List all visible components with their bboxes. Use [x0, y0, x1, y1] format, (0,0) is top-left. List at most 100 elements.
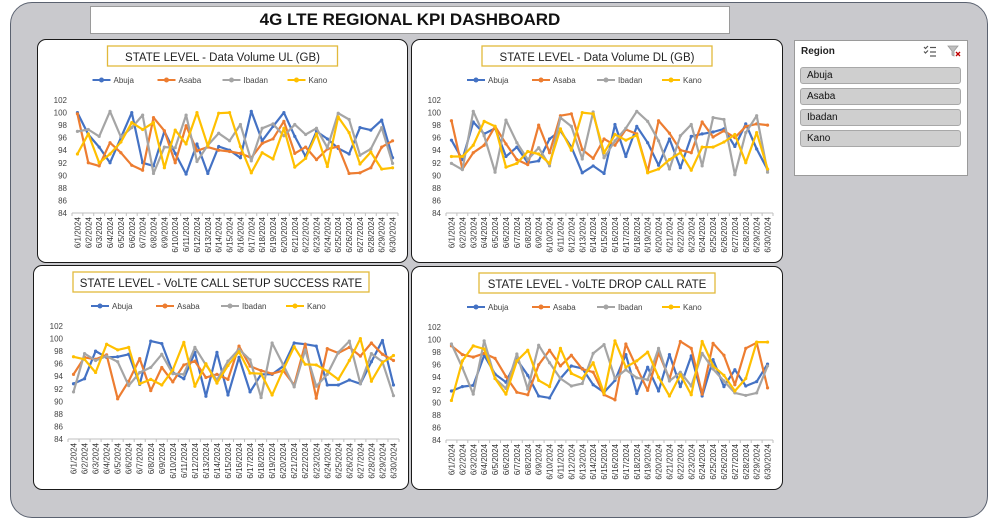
data-point: [613, 376, 617, 381]
slicer-item-asaba[interactable]: Asaba: [800, 88, 961, 105]
data-point: [722, 379, 726, 383]
data-point: [678, 370, 682, 374]
x-tick-label: 6/20/2024: [279, 442, 288, 478]
data-point: [711, 115, 715, 120]
legend-item-abuja[interactable]: Abuja: [91, 302, 133, 311]
multi-select-icon[interactable]: [923, 45, 937, 57]
x-tick-label: 6/18/2024: [633, 216, 642, 252]
data-point: [237, 355, 241, 359]
legend-item-kano[interactable]: Kano: [662, 76, 702, 85]
legend-label: Abuja: [114, 76, 135, 85]
data-point: [646, 119, 650, 123]
data-point: [547, 385, 552, 389]
data-point: [482, 347, 486, 351]
data-point: [86, 161, 90, 165]
legend-item-asaba[interactable]: Asaba: [156, 302, 200, 311]
data-point: [116, 355, 120, 359]
region-slicer[interactable]: Region Abuja Asaba Ibadan Kano: [794, 40, 968, 176]
chart-panel-dl-volume[interactable]: STATE LEVEL - Data Volume DL (GB) Abuja As…: [411, 39, 783, 263]
data-point: [391, 358, 396, 363]
y-tick-label: 90: [58, 171, 67, 180]
data-point: [380, 352, 385, 356]
x-tick-label: 6/13/2024: [578, 216, 587, 252]
legend-item-ibadan[interactable]: Ibadan: [222, 76, 268, 85]
data-point: [526, 373, 530, 377]
data-point: [646, 365, 650, 369]
data-point: [678, 373, 682, 377]
data-point: [711, 145, 715, 149]
clear-filter-icon[interactable]: [947, 45, 961, 57]
data-point: [303, 348, 307, 352]
x-tick-label: 6/12/2024: [191, 442, 200, 478]
data-point: [149, 365, 153, 370]
legend-item-ibadan[interactable]: Ibadan: [597, 303, 642, 312]
series-ibadan: [449, 339, 770, 398]
data-point: [613, 132, 617, 137]
data-point: [744, 131, 748, 135]
data-point: [689, 168, 693, 172]
x-tick-label: 6/25/2024: [709, 443, 718, 479]
x-tick-label: 6/7/2024: [136, 442, 145, 474]
legend-item-abuja[interactable]: Abuja: [92, 76, 135, 85]
x-tick-label: 6/28/2024: [367, 216, 376, 252]
data-point: [744, 122, 748, 126]
legend-item-kano[interactable]: Kano: [287, 76, 328, 85]
data-point: [711, 341, 715, 345]
data-point: [304, 145, 308, 149]
data-point: [733, 368, 737, 372]
data-point: [678, 339, 682, 344]
legend-label: Abuja: [112, 302, 133, 311]
y-tick-label: 92: [432, 159, 441, 168]
data-point: [602, 156, 606, 160]
legend-item-asaba[interactable]: Asaba: [532, 76, 576, 85]
data-point: [569, 371, 573, 376]
data-point: [149, 339, 153, 343]
legend-item-abuja[interactable]: Abuja: [467, 76, 509, 85]
data-point: [569, 148, 573, 152]
legend-item-kano[interactable]: Kano: [286, 302, 326, 311]
data-point: [226, 359, 230, 363]
data-point: [765, 123, 770, 127]
data-point: [151, 121, 156, 125]
data-point: [635, 133, 639, 137]
data-point: [108, 161, 112, 165]
data-point: [293, 122, 297, 127]
data-point: [580, 376, 584, 381]
x-tick-label: 6/27/2024: [356, 442, 365, 478]
slicer-item-kano[interactable]: Kano: [800, 130, 961, 147]
slicer-item-abuja[interactable]: Abuja: [800, 67, 961, 84]
x-tick-label: 6/3/2024: [469, 216, 478, 248]
legend-item-asaba[interactable]: Asaba: [157, 76, 202, 85]
data-point: [325, 146, 329, 150]
legend-item-abuja[interactable]: Abuja: [467, 303, 509, 312]
chart-panel-volte-dcr[interactable]: STATE LEVEL - VoLTE DROP CALL RATE Abuja A…: [411, 266, 783, 490]
data-point: [591, 370, 595, 374]
y-tick-label: 94: [58, 146, 67, 155]
data-point: [482, 134, 486, 138]
series-kano: [71, 336, 396, 397]
data-point: [646, 388, 650, 393]
y-tick-label: 96: [58, 134, 67, 143]
chart-panel-ul-volume[interactable]: STATE LEVEL - Data Volume UL (GB) Abuja As…: [37, 39, 408, 263]
chart-panel-volte-cssr[interactable]: STATE LEVEL - VoLTE CALL SETUP SUCCESS R…: [33, 265, 409, 490]
y-tick-label: 102: [50, 322, 64, 331]
legend-item-ibadan[interactable]: Ibadan: [597, 76, 642, 85]
x-tick-label: 6/12/2024: [567, 443, 576, 479]
legend-label: Ibadan: [618, 303, 642, 312]
chart-title-box: [106, 45, 339, 67]
x-tick-label: 6/10/2024: [169, 442, 178, 478]
data-point: [215, 372, 219, 376]
x-tick-label: 6/4/2024: [480, 443, 489, 475]
data-point: [217, 131, 221, 135]
data-point: [504, 154, 508, 159]
x-tick-label: 6/3/2024: [92, 442, 101, 474]
data-point: [460, 353, 464, 357]
series-kano: [449, 339, 770, 403]
data-point: [227, 149, 232, 154]
legend-item-asaba[interactable]: Asaba: [532, 303, 576, 312]
slicer-item-ibadan[interactable]: Ibadan: [800, 109, 961, 126]
legend-item-ibadan[interactable]: Ibadan: [221, 302, 266, 311]
data-point: [75, 129, 80, 133]
legend-item-kano[interactable]: Kano: [662, 303, 702, 312]
data-point: [526, 387, 530, 391]
